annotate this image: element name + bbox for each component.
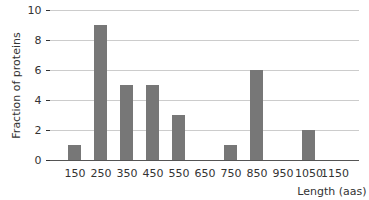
svg-text:750: 750 — [221, 167, 242, 180]
svg-text:Length (aas): Length (aas) — [297, 185, 366, 198]
svg-text:8: 8 — [35, 34, 42, 47]
svg-text:1050: 1050 — [295, 167, 323, 180]
svg-text:550: 550 — [169, 167, 190, 180]
svg-text:950: 950 — [273, 167, 294, 180]
svg-text:Fraction of proteins: Fraction of proteins — [10, 32, 23, 139]
svg-text:1150: 1150 — [321, 167, 349, 180]
svg-text:0: 0 — [35, 154, 42, 167]
svg-text:6: 6 — [35, 64, 42, 77]
svg-text:2: 2 — [35, 124, 42, 137]
svg-text:4: 4 — [35, 94, 42, 107]
svg-text:350: 350 — [117, 167, 138, 180]
svg-text:450: 450 — [143, 167, 164, 180]
svg-text:250: 250 — [91, 167, 112, 180]
svg-text:150: 150 — [65, 167, 86, 180]
svg-text:10: 10 — [28, 4, 42, 17]
svg-text:850: 850 — [247, 167, 268, 180]
svg-text:650: 650 — [195, 167, 216, 180]
